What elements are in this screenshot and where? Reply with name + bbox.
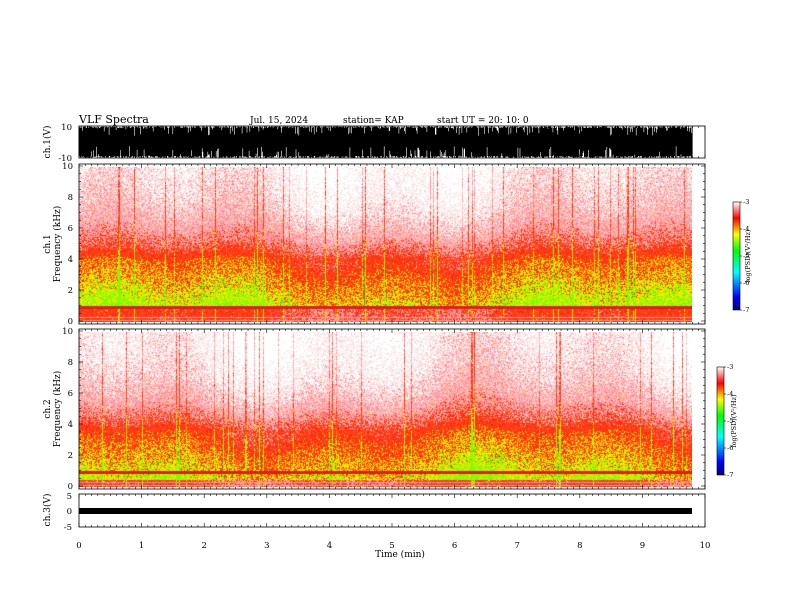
ch2-colorbar: -3 -4 -5 -6 -7 log(PSD)(V²/Hz) xyxy=(716,363,738,479)
ch1-waveform-path xyxy=(78,126,693,158)
colorbar-tick-label: -5 xyxy=(743,252,749,260)
colorbar-tick-label: -5 xyxy=(727,417,733,425)
time-axis-labels: 0 1 2 3 4 5 6 7 8 9 10 xyxy=(76,541,710,551)
ch3-ytick-mid: 0 xyxy=(67,507,72,517)
ch1-waveform-trace xyxy=(78,126,693,158)
time-tick-label: 1 xyxy=(139,541,144,551)
time-tick-label: 4 xyxy=(327,541,332,551)
ch1-freq-ylabel: ch.1Frequency (kHz) xyxy=(43,206,63,283)
ch1-colorbar-ticks: -3 -4 -5 -6 -7 xyxy=(740,198,749,314)
ch3-waveform-trace xyxy=(79,508,692,514)
figure-title: VLF Spectra xyxy=(78,113,149,126)
time-tick-label: 0 xyxy=(76,541,81,551)
ch1-colorbar-gradient xyxy=(732,201,741,311)
ch2-freq-ylabel: ch.2Frequency (kHz) xyxy=(43,371,63,448)
freq-tick-label: 8 xyxy=(68,193,73,203)
start-time-label: start UT = 20: 10: 0 xyxy=(437,116,529,126)
ch1-colorbar-label: log(PSD)(V²/Hz) xyxy=(744,229,752,282)
freq-tick-label: 10 xyxy=(62,327,73,337)
colorbar-tick-label: -3 xyxy=(727,363,733,371)
colorbar-tick-label: -4 xyxy=(743,225,749,233)
date-label: Jul. 15, 2024 xyxy=(249,116,308,126)
freq-tick-label: 2 xyxy=(68,286,73,296)
time-tick-label: 5 xyxy=(389,541,394,551)
colorbar-tick-label: -7 xyxy=(727,471,733,479)
ch3-ytick-top: 5 xyxy=(67,492,72,502)
freq-tick-label: 10 xyxy=(62,162,73,172)
colorbar-tick-label: -7 xyxy=(743,306,749,314)
freq-tick-label: 2 xyxy=(68,451,73,461)
colorbar-tick-label: -6 xyxy=(743,279,749,287)
time-tick-label: 9 xyxy=(640,541,645,551)
ch2-colorbar-label: log(PSD)(V²/Hz) xyxy=(730,394,738,447)
freq-tick-label: 0 xyxy=(68,482,73,492)
ch3-ylabel: ch.3(V) xyxy=(42,494,53,527)
ch1-ylabel: ch.1(V) xyxy=(42,126,53,159)
freq-tick-label: 4 xyxy=(68,255,73,265)
freq-tick-label: 4 xyxy=(68,420,73,430)
time-axis-label: Time (min) xyxy=(375,549,425,560)
freq-tick-label: 6 xyxy=(68,224,73,234)
colorbar-tick-label: -3 xyxy=(743,198,749,206)
ch1-freq-ticks: 0 2 4 6 8 10 xyxy=(62,162,705,327)
ch1-spectrogram-panel: 0 2 4 6 8 10 ch.1Frequency (kHz) -3 -4 -5 -6 -7 l… xyxy=(43,162,752,327)
ch2-freq-ticks: 0 2 4 6 8 10 xyxy=(62,327,705,492)
ch2-colorbar-ticks: -3 -4 -5 -6 -7 xyxy=(724,363,733,479)
time-axis-ticks xyxy=(78,126,706,527)
time-tick-label: 8 xyxy=(577,541,582,551)
time-tick-label: 6 xyxy=(452,541,457,551)
ch1-ytick-top: 10 xyxy=(61,123,72,133)
freq-tick-label: 0 xyxy=(68,317,73,327)
time-tick-label: 7 xyxy=(514,541,519,551)
time-tick-label: 10 xyxy=(700,541,711,551)
freq-tick-label: 8 xyxy=(68,358,73,368)
ch3-ytick-bottom: -5 xyxy=(64,523,72,533)
ch2-spectrogram-panel: 0 2 4 6 8 10 ch.2Frequency (kHz) -3 -4 -5 -6 -7 l… xyxy=(43,327,738,492)
ch1-spectrogram-image xyxy=(79,167,692,322)
colorbar-tick-label: -6 xyxy=(727,444,733,452)
colorbar-tick-label: -4 xyxy=(727,390,733,398)
station-label: station= KAP xyxy=(343,116,404,126)
time-tick-label: 3 xyxy=(264,541,269,551)
freq-tick-label: 6 xyxy=(68,389,73,399)
ch1-colorbar: -3 -4 -5 -6 -7 log(PSD)(V²/Hz) xyxy=(732,198,752,314)
time-tick-label: 2 xyxy=(201,541,206,551)
ch2-spectrogram-image xyxy=(79,332,692,487)
ch2-colorbar-gradient xyxy=(716,366,725,476)
ch1-ytick-bottom: -10 xyxy=(58,154,72,164)
